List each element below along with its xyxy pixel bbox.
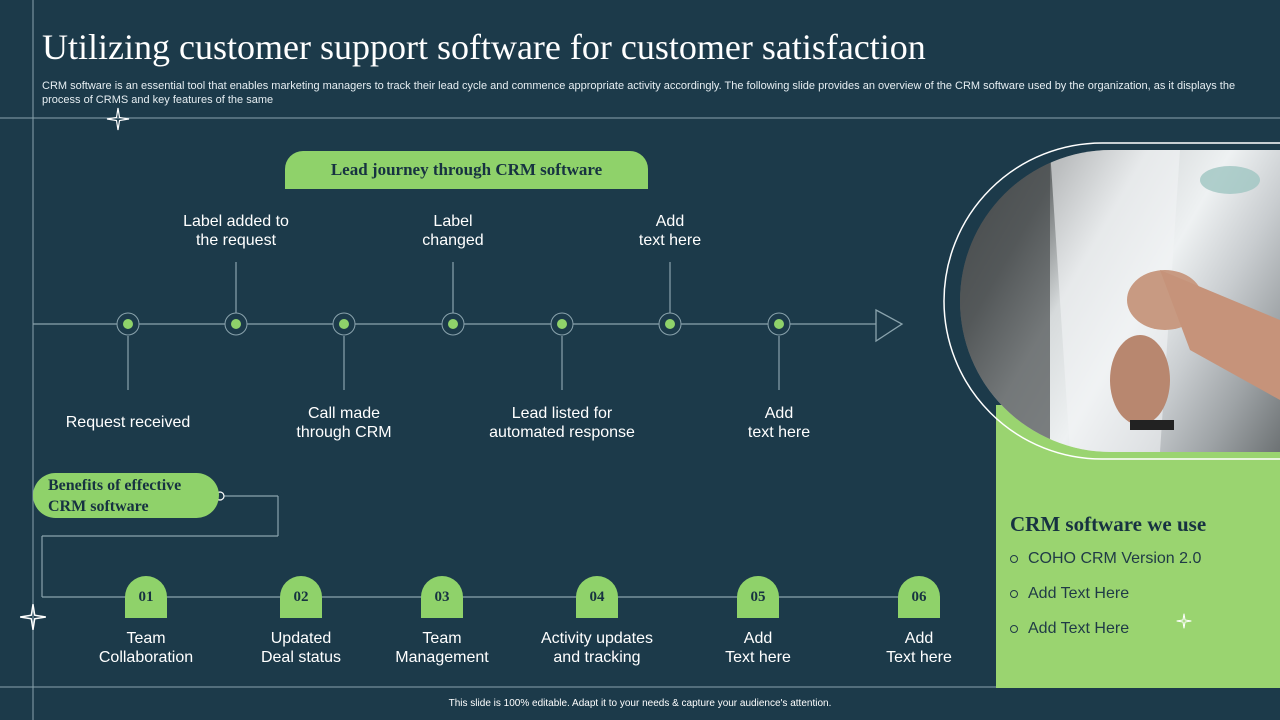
timeline-node-icon xyxy=(224,312,248,336)
bullet-circle-icon xyxy=(1010,590,1018,598)
timeline-label-below: Add text here xyxy=(747,405,811,441)
crm-panel-item: Add Text Here xyxy=(1010,585,1129,603)
photo-ring xyxy=(943,142,1280,460)
team-photo xyxy=(960,150,1280,452)
benefits-heading: Benefits of effective CRM software xyxy=(33,473,219,518)
timeline-node-icon xyxy=(767,312,791,336)
benefit-number: 02 xyxy=(280,576,322,618)
benefit-number: 01 xyxy=(125,576,167,618)
timeline-label-below: Call made through CRM xyxy=(296,405,392,441)
timeline-node-icon xyxy=(332,312,356,336)
bullet-circle-icon xyxy=(1010,555,1018,563)
page-subtitle: CRM software is an essential tool that e… xyxy=(42,80,1236,106)
timeline-label-below: Lead listed for automated response xyxy=(489,405,635,441)
lead-journey-heading: Lead journey through CRM software xyxy=(285,151,648,189)
benefit-number: 06 xyxy=(898,576,940,618)
timeline-node-icon xyxy=(550,312,574,336)
timeline-label-above: Label added to the request xyxy=(183,213,289,249)
timeline-label-above: Label changed xyxy=(422,213,484,249)
footer-note: This slide is 100% editable. Adapt it to… xyxy=(448,698,832,709)
lead-timeline xyxy=(33,262,904,390)
benefit-label: Team Management xyxy=(395,630,489,666)
sparkle-icon xyxy=(1176,613,1192,629)
benefit-number: 05 xyxy=(737,576,779,618)
crm-panel-item: COHO CRM Version 2.0 xyxy=(1010,550,1201,568)
arrow-head-icon xyxy=(875,308,904,343)
crm-panel-title: CRM software we use xyxy=(1010,512,1207,536)
benefit-label: Team Collaboration xyxy=(98,630,194,666)
timeline-node-icon xyxy=(116,312,140,336)
page-title: Utilizing customer support software for … xyxy=(42,27,926,67)
timeline-node-icon xyxy=(658,312,682,336)
benefit-label: Activity updates and tracking xyxy=(540,630,654,666)
timeline-label-below: Request received xyxy=(65,414,191,431)
benefit-label: Add Text here xyxy=(886,630,952,666)
timeline-node-icon xyxy=(441,312,465,336)
benefit-number: 03 xyxy=(421,576,463,618)
bullet-circle-icon xyxy=(1010,625,1018,633)
benefit-label: Updated Deal status xyxy=(260,630,342,666)
sparkle-icon xyxy=(106,107,130,131)
crm-panel-background xyxy=(996,405,1280,688)
sparkle-icon xyxy=(20,604,46,630)
benefit-label: Add Text here xyxy=(725,630,791,666)
timeline-label-above: Add text here xyxy=(638,213,702,249)
benefits-connector xyxy=(41,491,940,598)
crm-panel-item: Add Text Here xyxy=(1010,620,1129,638)
benefit-number: 04 xyxy=(576,576,618,618)
